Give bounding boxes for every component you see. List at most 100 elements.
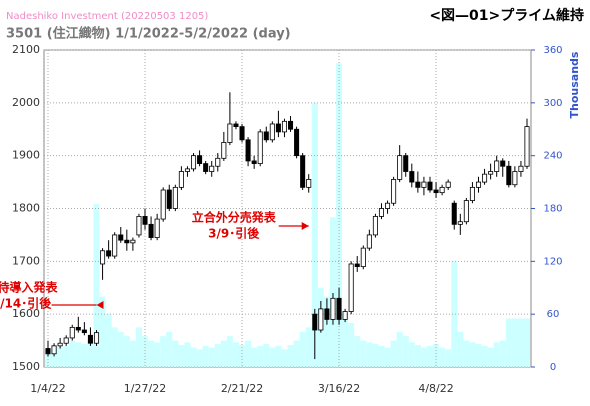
candle-body <box>354 263 360 268</box>
y2-tick-label: 180 <box>543 204 562 215</box>
x-tick-label: 4/8/22 <box>418 382 453 395</box>
candle-body <box>421 181 427 188</box>
volume-bar <box>166 331 173 367</box>
volume-bar <box>354 336 361 367</box>
y2-tick-label: 360 <box>543 45 562 56</box>
volume-bar <box>257 345 264 367</box>
volume-bar <box>487 347 494 367</box>
candle-body <box>518 165 524 172</box>
volume-bar <box>184 342 191 367</box>
candle-body <box>500 160 506 167</box>
candle-body <box>506 165 512 186</box>
volume-bar <box>123 336 130 367</box>
volume-bar <box>226 336 233 367</box>
candle-body <box>488 171 494 175</box>
candle-body <box>366 234 372 249</box>
volume-bar <box>214 344 221 367</box>
candle-body <box>324 308 330 320</box>
volume-bar <box>111 327 118 367</box>
candle-body <box>494 160 500 172</box>
candle-body <box>475 181 482 188</box>
candle-body <box>227 123 233 143</box>
chart-title: 3501 (住江織物) 1/1/2022-5/2/2022 (day) <box>6 26 291 42</box>
y2-axis-title: Thousands <box>568 51 581 118</box>
candle-body <box>51 345 57 355</box>
candle-body <box>178 171 184 188</box>
candle-body <box>378 208 385 217</box>
candle-body <box>348 263 354 312</box>
candle-body <box>57 342 63 347</box>
x-tick-label: 1/27/22 <box>124 382 166 395</box>
candle-body <box>281 120 287 133</box>
candle-body <box>209 165 215 172</box>
candle-body <box>512 171 518 186</box>
volume-bar <box>402 336 409 367</box>
candle-body <box>318 308 324 331</box>
candle-body <box>306 179 312 188</box>
y-tick-label: 1900 <box>12 149 40 162</box>
y-tick-label: 2100 <box>12 43 40 56</box>
volume-bar <box>433 344 440 367</box>
volume-bar <box>281 349 288 367</box>
candle-body <box>269 123 275 141</box>
volume-bar <box>178 344 185 367</box>
volume-bar <box>408 342 415 367</box>
candle-body <box>45 348 51 355</box>
y-tick-label: 1600 <box>12 307 40 320</box>
candle-body <box>63 337 69 344</box>
candle-body <box>330 297 336 320</box>
volume-bar <box>202 345 209 367</box>
volume-bar <box>148 340 155 367</box>
candle-body <box>257 131 263 164</box>
candle-body <box>524 126 530 167</box>
volume-bar <box>238 344 246 367</box>
volume-bar <box>69 340 76 367</box>
x-tick-label: 3/16/22 <box>318 382 360 395</box>
candle-body <box>300 155 306 188</box>
volume-bar <box>196 349 203 367</box>
candle-body <box>397 155 403 180</box>
candle-body <box>312 313 318 331</box>
arrow-head <box>96 301 104 309</box>
arrow-head <box>301 222 309 230</box>
volume-bar <box>493 342 500 367</box>
candle-body <box>118 234 124 241</box>
y-tick-label: 1500 <box>12 360 40 373</box>
volume-bar <box>439 347 446 367</box>
y-tick-label: 2000 <box>12 96 40 109</box>
candle-body <box>403 155 409 172</box>
volume-bar <box>263 344 270 367</box>
volume-bar <box>323 296 330 367</box>
volume-bar <box>366 342 373 367</box>
candle-body <box>433 189 439 194</box>
candle-body <box>275 123 281 133</box>
candle-body <box>69 326 75 339</box>
candle-body <box>130 239 136 244</box>
badge: <図—01>プライム維持 <box>429 7 584 24</box>
volume-bar <box>81 344 88 367</box>
volume-bar <box>420 347 427 367</box>
volume-bar <box>160 336 167 367</box>
candle-body <box>203 163 209 172</box>
candle-body <box>415 181 421 188</box>
volume-bar <box>457 331 464 367</box>
volume-bar <box>311 102 318 367</box>
candle-body <box>93 332 100 344</box>
candle-body <box>439 186 445 194</box>
candle-body <box>445 181 451 188</box>
volume-bar <box>99 296 106 367</box>
volume-bar <box>154 342 161 367</box>
volume-bar <box>287 344 294 367</box>
volume-bar <box>293 340 300 367</box>
volume-bar <box>251 347 258 367</box>
volume-bar <box>396 331 403 367</box>
candle-body <box>148 223 154 238</box>
candle-body <box>112 234 118 257</box>
y2-tick-label: 60 <box>547 309 560 320</box>
candle-body <box>160 189 166 220</box>
candle-body <box>142 216 148 225</box>
volume-bar <box>299 331 306 367</box>
y-tick-label: 1800 <box>12 202 40 215</box>
x-tick-label: 1/4/22 <box>30 382 65 395</box>
